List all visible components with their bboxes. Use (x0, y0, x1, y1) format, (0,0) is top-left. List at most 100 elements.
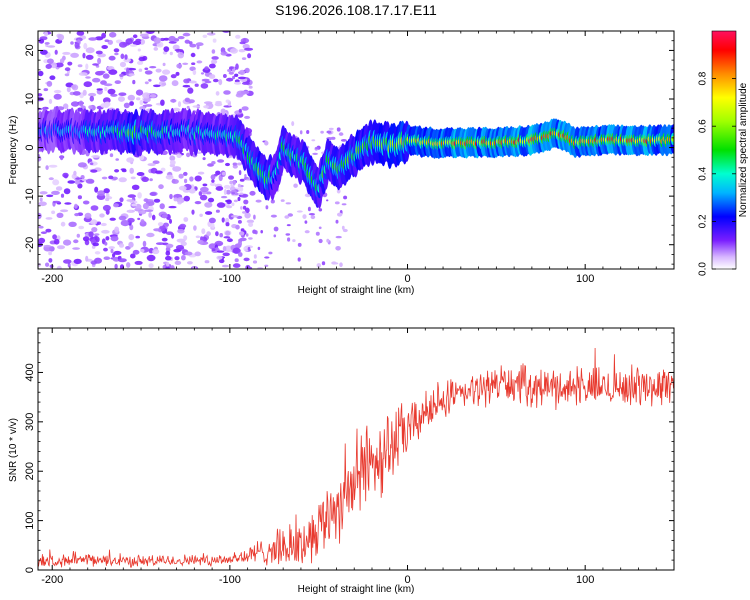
heatmap-cell (270, 214, 277, 218)
heatmap-cell (172, 166, 182, 172)
heatmap-cell (48, 251, 52, 256)
x-tick-label: -100 (219, 574, 241, 586)
heatmap-cell (307, 206, 311, 212)
heatmap-cell (165, 231, 174, 235)
heatmap-cell (130, 253, 136, 259)
heatmap-cell (241, 106, 249, 111)
heatmap-cell (176, 63, 183, 69)
heatmap-cell (120, 220, 130, 227)
heatmap-cell (161, 82, 167, 86)
heatmap-cell (163, 46, 170, 52)
heatmap-cell (140, 219, 145, 224)
heatmap-cell (225, 230, 231, 236)
heatmap-cell (222, 264, 229, 268)
heatmap-cell (63, 239, 72, 246)
heatmap-cell (208, 74, 216, 79)
heatmap-cell (44, 31, 48, 37)
heatmap-cell (671, 136, 674, 142)
heatmap-cell (141, 176, 149, 182)
heatmap-cell (119, 61, 127, 68)
heatmap-cell (169, 155, 176, 161)
heatmap-cell (92, 77, 101, 83)
heatmap-cell (228, 71, 234, 75)
heatmap-cell (113, 203, 119, 208)
heatmap-cell (125, 38, 133, 45)
heatmap-cell (172, 107, 181, 112)
heatmap-cell (97, 57, 102, 65)
heatmap-cell (91, 245, 96, 249)
heatmap-cell (291, 121, 295, 127)
heatmap-cell (135, 235, 140, 239)
heatmap-cell (162, 62, 166, 67)
heatmap-cell (216, 202, 226, 208)
heatmap-cell (326, 130, 332, 134)
heatmap-cell (60, 155, 64, 161)
heatmap-cell (60, 209, 69, 213)
heatmap-marks (38, 31, 674, 269)
heatmap-cell (127, 94, 135, 101)
heatmap-cell (101, 229, 110, 234)
heatmap-cell (264, 264, 269, 267)
heatmap-cell (326, 199, 329, 202)
heatmap-cell (174, 260, 182, 265)
heatmap-cell (126, 67, 130, 74)
y-tick-label: 0 (24, 567, 36, 573)
heatmap-cell (88, 231, 94, 238)
heatmap-cell (235, 63, 239, 70)
heatmap-cell (72, 247, 80, 250)
heatmap-cell (45, 217, 53, 220)
heatmap-xlabel: Height of straight line (km) (298, 285, 415, 296)
heatmap-cell (316, 263, 322, 268)
heatmap-cell (335, 219, 339, 224)
heatmap-cell (229, 66, 234, 70)
heatmap-cell (45, 262, 50, 267)
heatmap-cell (270, 199, 275, 204)
heatmap-cell (70, 101, 80, 107)
heatmap-cell (220, 108, 226, 114)
heatmap-cell (46, 58, 54, 64)
heatmap-cell (243, 199, 249, 205)
snr-xlabel: Height of straight line (km) (298, 584, 415, 595)
heatmap-cell (129, 224, 134, 231)
heatmap-cell (287, 213, 293, 217)
heatmap-cell (223, 90, 231, 95)
heatmap-cell (192, 105, 201, 108)
heatmap-cell (142, 92, 151, 99)
heatmap-cell (105, 236, 110, 241)
heatmap-cell (183, 171, 188, 176)
heatmap-ylabel: Frequency (Hz) (8, 116, 19, 185)
heatmap-cell (241, 81, 250, 85)
heatmap-cell (202, 183, 208, 187)
heatmap-cell (93, 233, 100, 236)
y-tick-label: 100 (24, 511, 36, 529)
heatmap-cell (70, 52, 79, 58)
heatmap-cell (54, 49, 58, 55)
heatmap-cell (304, 230, 310, 234)
heatmap-cell (299, 130, 303, 135)
heatmap-cell (104, 101, 111, 107)
heatmap-cell (253, 214, 256, 220)
heatmap-cell (153, 228, 162, 232)
heatmap-cell (212, 38, 217, 43)
y-tick-label: 10 (24, 93, 36, 105)
y-tick-label: 300 (24, 413, 36, 431)
heatmap-cell (127, 217, 135, 223)
heatmap-cell (306, 130, 310, 134)
heatmap-cell (230, 184, 235, 188)
heatmap-cell (147, 163, 156, 167)
heatmap-cell (53, 89, 62, 94)
heatmap-cell (177, 228, 185, 234)
heatmap-cell (204, 66, 209, 71)
heatmap-cell (62, 51, 71, 55)
heatmap-cell (247, 246, 251, 251)
heatmap-cell (165, 266, 170, 269)
heatmap-cell (40, 231, 47, 234)
heatmap-cell (202, 157, 206, 161)
heatmap-cell (73, 258, 82, 264)
heatmap-cell (48, 177, 54, 181)
heatmap-cell (172, 44, 180, 50)
heatmap-cell (215, 91, 220, 96)
heatmap-cell (76, 31, 85, 36)
x-tick-label: 0 (404, 574, 410, 586)
